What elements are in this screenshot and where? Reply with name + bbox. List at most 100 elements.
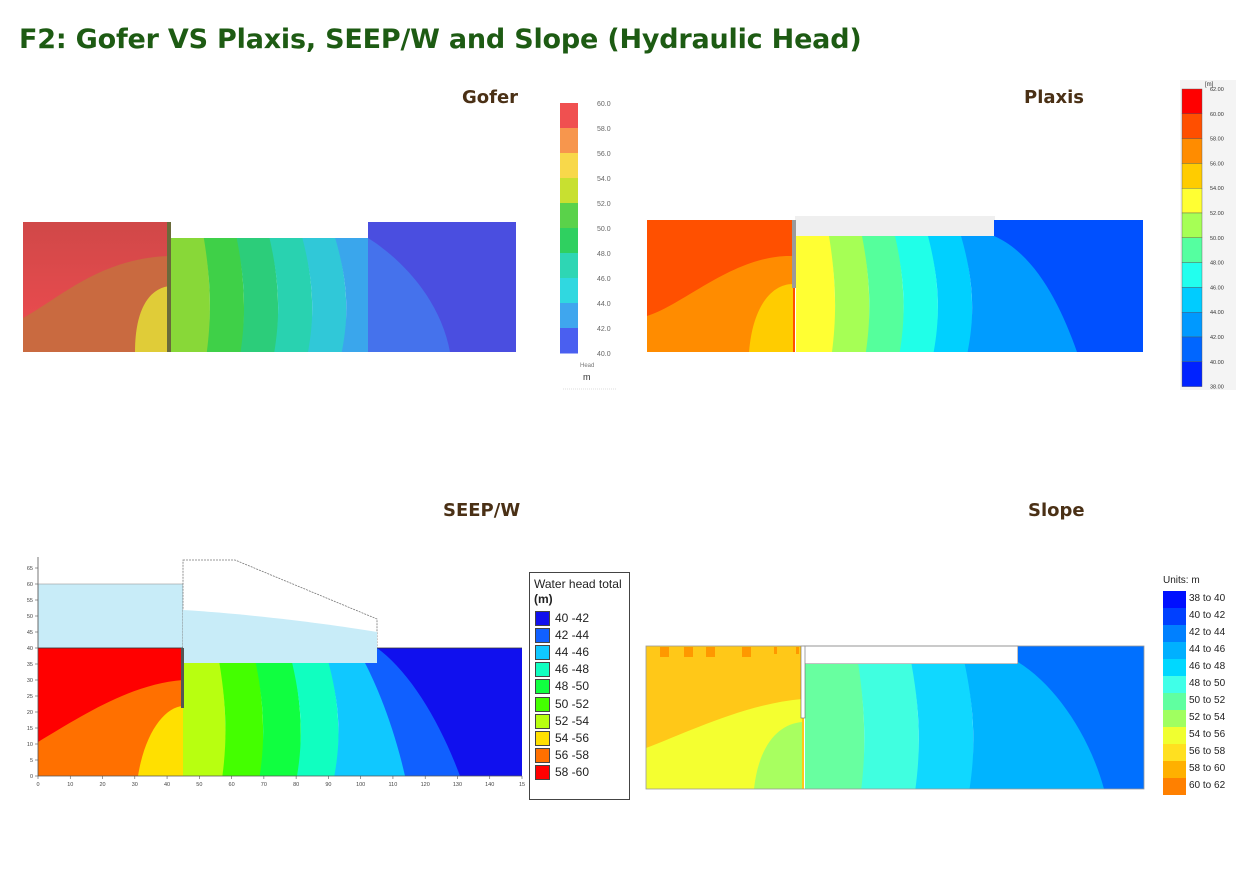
plaxis-legend-swatch	[1181, 361, 1203, 387]
gofer-legend-swatch	[560, 303, 578, 329]
slope-legend-label: 56 to 58	[1189, 746, 1226, 757]
seepw-legend-swatch	[535, 747, 550, 763]
seepw-legend-label: 54 -56	[555, 730, 590, 745]
slope-legend-row: 38 to 40	[1163, 591, 1229, 608]
gofer-band-3	[269, 238, 313, 352]
plaxis-legend-swatch	[1181, 163, 1203, 189]
seepw-x-tick: 20	[99, 782, 105, 788]
plaxis-legend-tick: 50.00	[1210, 236, 1224, 242]
seepw-legend-row: 54 -56	[535, 730, 630, 746]
seepw-y-tick: 45	[27, 630, 33, 636]
slope-legend-swatch	[1163, 778, 1186, 795]
slope-band-2	[911, 664, 974, 789]
seepw-x-tick: 70	[261, 782, 267, 788]
plaxis-legend-swatch	[1181, 88, 1203, 114]
slope-legend-unit: Units: m	[1163, 575, 1200, 586]
seepw-legend-label: 42 -44	[555, 628, 590, 643]
plaxis-dam	[795, 216, 995, 236]
seepw-band-2	[255, 663, 301, 776]
gofer-legend-tick: 46.0	[597, 276, 611, 283]
seepw-y-tick: 55	[27, 598, 33, 604]
seepw-legend-label: 50 -52	[555, 696, 590, 711]
seepw-legend-label: 48 -50	[555, 679, 590, 694]
seepw-y-tick: 35	[27, 662, 33, 668]
seepw-x-tick: 0	[36, 782, 39, 788]
seepw-legend-swatch	[535, 696, 550, 712]
plaxis-legend-swatch	[1181, 212, 1203, 238]
gofer-legend-swatch	[560, 178, 578, 204]
seepw-legend-row: 40 -42	[535, 611, 630, 626]
seepw-x-tick: 30	[132, 782, 138, 788]
gofer-band-1	[203, 238, 245, 352]
seepw-band-3	[292, 663, 339, 776]
plaxis-legend-tick: 48.00	[1210, 261, 1224, 267]
seepw-legend-label: 46 -48	[555, 662, 590, 677]
seepw-dam-phreatic	[183, 610, 377, 663]
plaxis-legend-swatch	[1181, 336, 1203, 362]
slope-border	[645, 645, 1145, 790]
seepw-x-tick: 120	[421, 782, 430, 788]
plaxis-legend-tick: 52.00	[1210, 211, 1224, 217]
seepw-reservoir	[37, 583, 184, 649]
slope-legend-swatch	[1163, 608, 1186, 625]
seepw-y-tick: 65	[27, 566, 33, 572]
slope-legend-row: 52 to 54	[1163, 710, 1229, 727]
seepw-band-0	[183, 663, 226, 776]
slope-legend-swatch	[1163, 625, 1186, 642]
seepw-legend-label: 52 -54	[555, 713, 590, 728]
gofer-legend-tick: 56.0	[597, 151, 611, 158]
gofer-band-0	[171, 238, 210, 352]
slope-band-1	[858, 664, 919, 789]
gofer-legend: 60.0 58.0 56.0 54.0 52.0 50.0 48.0 46.0 44.0 42.0…	[560, 101, 617, 390]
seepw-x-tick: 130	[453, 782, 462, 788]
slope-legend-row: 42 to 44	[1163, 625, 1229, 642]
plaxis-legend-tick: 40.00	[1210, 360, 1224, 366]
slope-legend-label: 50 to 52	[1189, 695, 1226, 706]
plaxis-legend-swatch	[1181, 262, 1203, 288]
plaxis-legend-tick: 44.00	[1210, 310, 1224, 316]
slope-legend-row: 60 to 62	[1163, 778, 1229, 795]
gofer-plot	[23, 222, 516, 352]
gofer-legend-tick: 40.0	[597, 351, 611, 358]
plaxis-legend-tick: 62.00	[1210, 87, 1224, 93]
gofer-legend-tick: 44.0	[597, 301, 611, 308]
seepw-legend-label: 56 -58	[555, 747, 590, 762]
slope-legend-label: 48 to 50	[1189, 678, 1226, 689]
slope-legend-row: 44 to 46	[1163, 642, 1229, 659]
slope-legend-swatch	[1163, 659, 1186, 676]
gofer-band-4	[302, 238, 347, 352]
slope-surface-marker	[684, 647, 693, 657]
seepw-band-1	[219, 663, 264, 776]
slope-title: Slope	[1028, 500, 1085, 521]
slope-surface-marker	[774, 647, 777, 654]
plaxis-band-2	[862, 236, 904, 352]
seepw-legend-label: 44 -46	[555, 645, 590, 660]
gofer-legend-unit: m	[583, 372, 591, 382]
gofer-legend-swatch	[560, 228, 578, 254]
slope-legend-row: 46 to 48	[1163, 659, 1229, 676]
seepw-x-tick: 90	[325, 782, 331, 788]
slope-legend-swatch	[1163, 744, 1186, 761]
slope-legend-row: 40 to 42	[1163, 608, 1229, 625]
seepw-legend-swatch	[535, 645, 550, 661]
seepw-legend-row: 50 -52	[535, 696, 630, 712]
seepw-right-wedge-2	[350, 663, 405, 776]
gofer-legend-tick: 48.0	[597, 251, 611, 258]
seepw-legend-swatch	[535, 730, 550, 746]
seepw-x-tick: 40	[164, 782, 170, 788]
seepw-y-tick: 30	[27, 678, 33, 684]
plaxis-legend-tick: 60.00	[1210, 112, 1224, 118]
plaxis-band-1	[829, 236, 870, 352]
gofer-legend-swatch	[560, 278, 578, 304]
seepw-legend-swatch	[535, 628, 550, 644]
seepw-legend-row: 52 -54	[535, 713, 630, 729]
slope-surface-marker	[742, 647, 751, 657]
gofer-legend-swatch	[560, 103, 578, 129]
plaxis-right-wedge	[994, 236, 1077, 352]
slope-legend-row: 56 to 58	[1163, 744, 1229, 761]
seepw-legend-label: 40 -42	[555, 611, 590, 625]
plaxis-legend-swatch	[1181, 187, 1203, 214]
gofer-legend-swatch	[560, 203, 578, 229]
seepw-legend-swatch	[535, 679, 550, 695]
seepw-legend-row: 48 -50	[535, 679, 630, 695]
